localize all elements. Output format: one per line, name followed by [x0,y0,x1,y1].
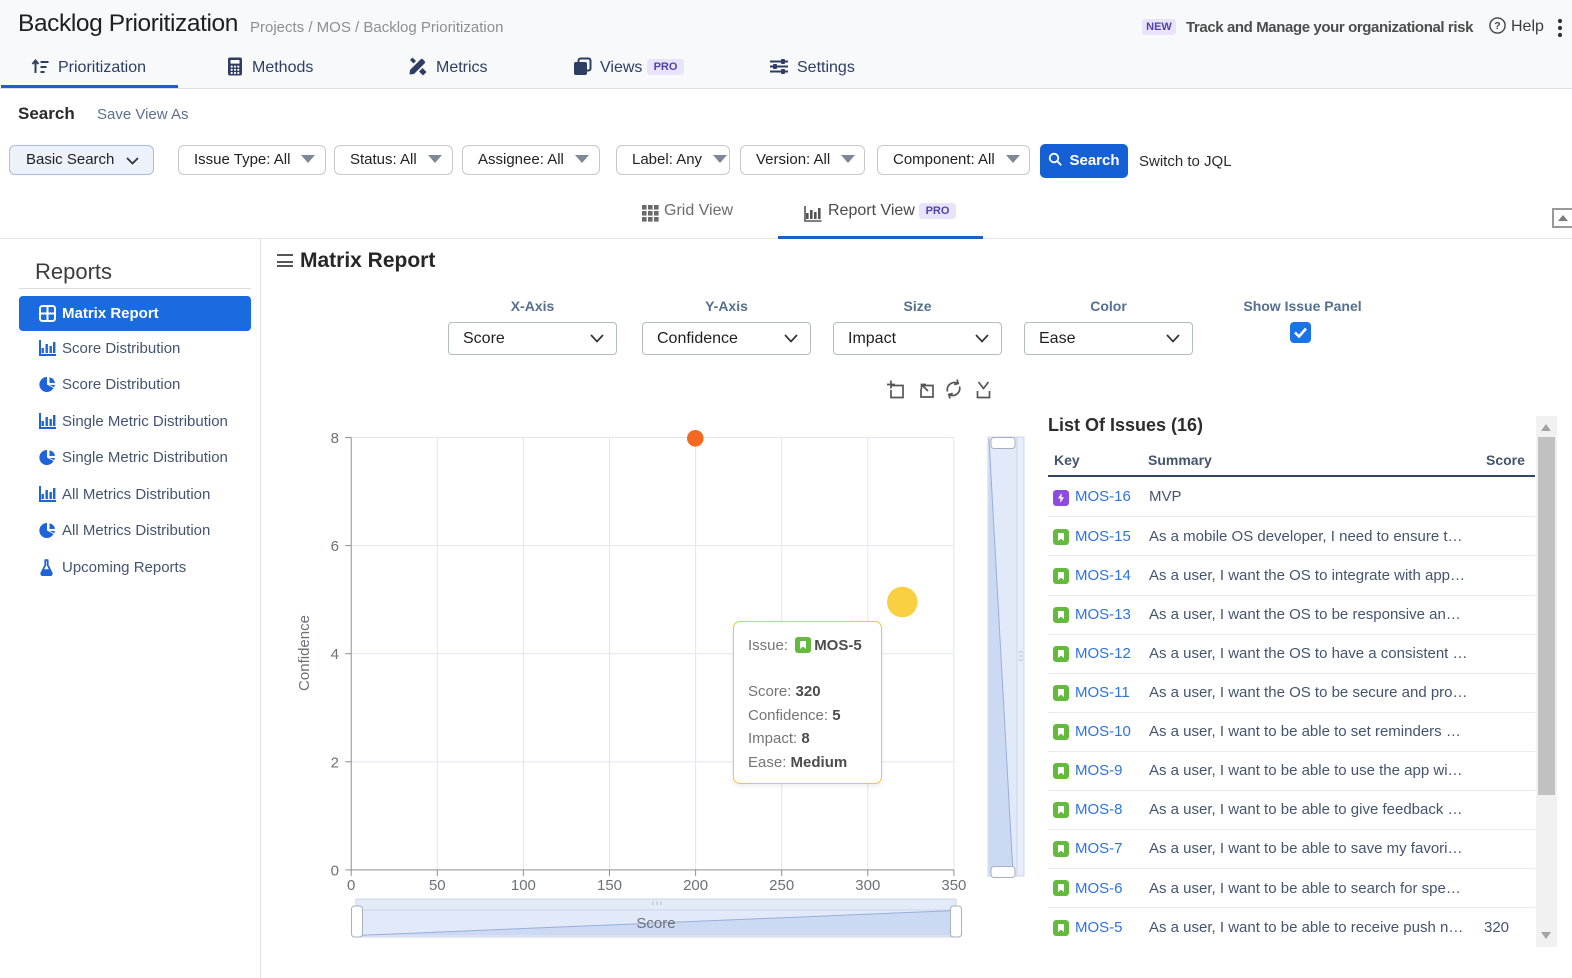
svg-text:150: 150 [597,877,622,894]
svg-text:6: 6 [331,538,339,555]
svg-text:100: 100 [511,877,536,894]
svg-text:350: 350 [941,877,966,894]
svg-text:?: ? [1494,20,1500,32]
svg-text:0: 0 [331,862,339,879]
svg-text:50: 50 [429,877,446,894]
svg-text:Score: Score [636,915,675,932]
svg-text:Confidence: Confidence [296,615,313,691]
svg-text:2: 2 [331,754,339,771]
svg-text:8: 8 [331,430,339,447]
svg-text:300: 300 [855,877,880,894]
svg-text:0: 0 [347,877,355,894]
svg-text:250: 250 [769,877,794,894]
svg-text:200: 200 [683,877,708,894]
svg-text:4: 4 [331,646,339,663]
